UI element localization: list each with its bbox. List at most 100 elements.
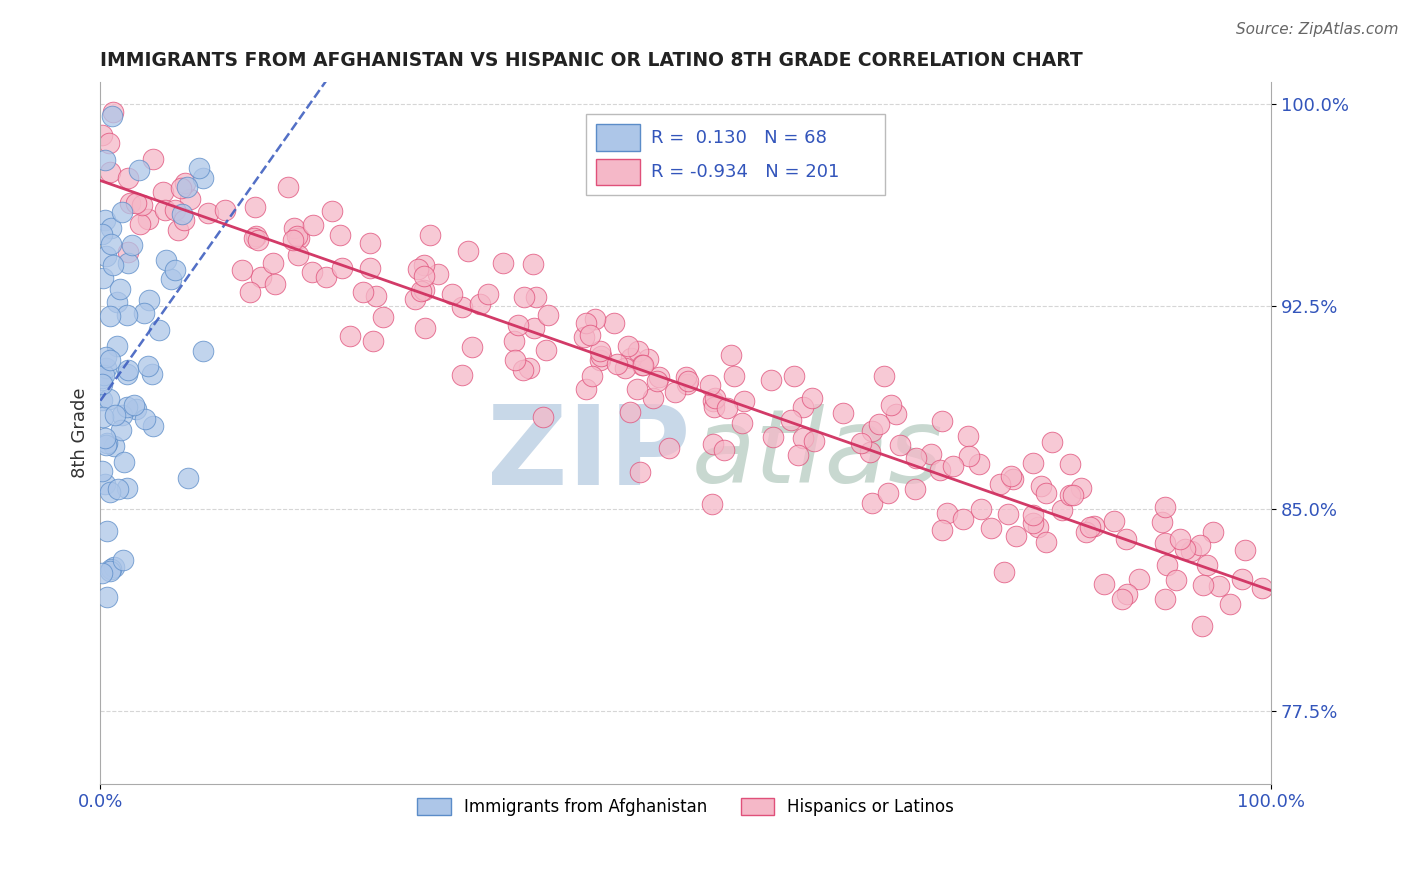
Point <box>1000 469 1022 483</box>
Point <box>1083 518 1105 533</box>
Point <box>792 432 814 446</box>
Point <box>720 348 742 362</box>
Point <box>904 450 927 465</box>
Point <box>141 367 163 381</box>
Point <box>1154 592 1177 607</box>
Point <box>575 316 598 330</box>
Point <box>117 244 139 259</box>
Point <box>1040 435 1063 450</box>
Point <box>166 222 188 236</box>
Y-axis label: 8th Grade: 8th Grade <box>72 388 89 478</box>
Point <box>450 300 472 314</box>
Point <box>315 269 337 284</box>
Text: Source: ZipAtlas.com: Source: ZipAtlas.com <box>1236 22 1399 37</box>
Point <box>591 349 613 363</box>
Point <box>176 179 198 194</box>
Point <box>91 128 114 142</box>
Point <box>1234 542 1257 557</box>
Point <box>517 361 540 376</box>
Point <box>879 398 901 412</box>
Point <box>96 590 118 604</box>
Point <box>441 287 464 301</box>
Point <box>1104 514 1126 528</box>
Point <box>100 564 122 578</box>
Point <box>173 212 195 227</box>
Point <box>125 196 148 211</box>
Point <box>512 363 534 377</box>
Point <box>477 286 499 301</box>
Point <box>91 410 114 425</box>
Point <box>104 408 127 422</box>
Point <box>93 368 115 382</box>
Point <box>1092 577 1115 591</box>
Point <box>117 256 139 270</box>
Point <box>136 359 159 373</box>
Point <box>100 484 122 499</box>
Point <box>588 353 610 368</box>
Point <box>783 369 806 384</box>
Point <box>614 361 637 376</box>
Point <box>967 458 990 472</box>
Point <box>110 282 132 296</box>
Point <box>96 361 118 376</box>
Point <box>664 384 686 399</box>
Point <box>537 309 560 323</box>
Point <box>470 297 492 311</box>
Point <box>283 221 305 235</box>
Point <box>876 486 898 500</box>
Point <box>1111 592 1133 607</box>
Point <box>136 212 159 227</box>
Point <box>1074 524 1097 539</box>
Point <box>579 328 602 343</box>
Point <box>628 465 651 479</box>
Point <box>675 370 697 384</box>
Point <box>408 261 430 276</box>
FancyBboxPatch shape <box>596 159 640 186</box>
Point <box>1070 481 1092 495</box>
Point <box>103 258 125 272</box>
Point <box>1035 534 1057 549</box>
Point <box>188 161 211 175</box>
Point <box>96 248 118 262</box>
Point <box>733 393 755 408</box>
Point <box>759 373 782 387</box>
Point <box>122 398 145 412</box>
Point <box>285 228 308 243</box>
Point <box>980 521 1002 535</box>
Point <box>832 406 855 420</box>
Point <box>786 448 808 462</box>
Point <box>1059 488 1081 502</box>
Point <box>1170 532 1192 546</box>
Point <box>404 293 426 307</box>
Point <box>626 382 648 396</box>
Point <box>583 312 606 326</box>
Point <box>173 177 195 191</box>
Point <box>94 476 117 491</box>
Point <box>631 358 654 372</box>
Point <box>1035 486 1057 500</box>
FancyBboxPatch shape <box>596 124 640 151</box>
Point <box>1219 597 1241 611</box>
Point <box>531 410 554 425</box>
Point <box>1078 520 1101 534</box>
Point <box>118 196 141 211</box>
Point <box>676 376 699 391</box>
Point <box>177 471 200 485</box>
Point <box>191 170 214 185</box>
Point <box>339 329 361 343</box>
Point <box>522 257 544 271</box>
Point <box>301 265 323 279</box>
Point <box>159 272 181 286</box>
Point <box>868 417 890 431</box>
Point <box>702 393 724 408</box>
Point <box>1202 524 1225 539</box>
Point <box>90 376 112 391</box>
Point <box>936 506 959 520</box>
Point <box>359 261 381 276</box>
Point <box>575 382 598 396</box>
Point <box>762 430 785 444</box>
Point <box>100 221 122 235</box>
Point <box>411 285 433 299</box>
Point <box>96 524 118 539</box>
Point <box>451 368 474 382</box>
